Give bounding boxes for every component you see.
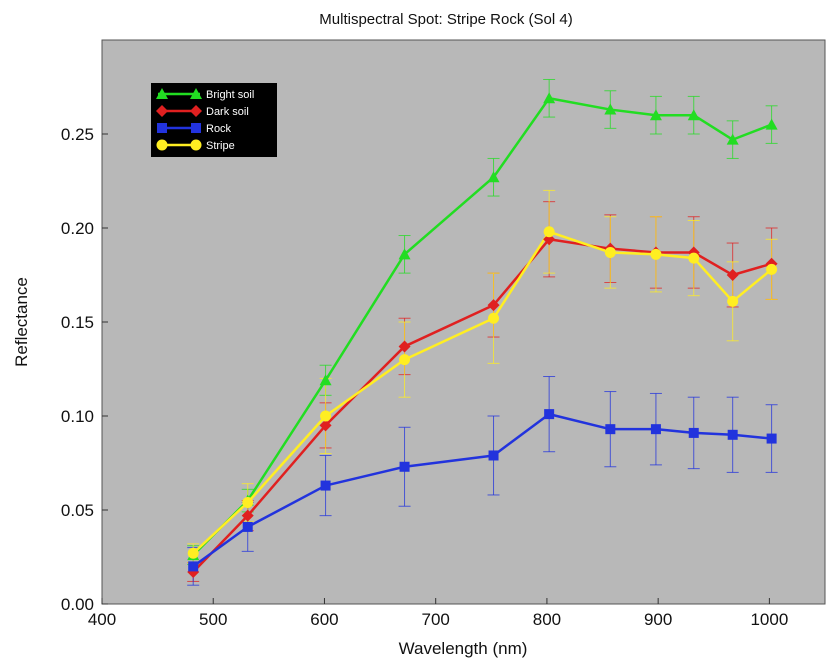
x-axis-label: Wavelength (nm) bbox=[399, 639, 528, 658]
bright-soil-point bbox=[765, 118, 778, 130]
y-tick-label: 0.00 bbox=[61, 595, 94, 614]
legend-marker-rock bbox=[157, 123, 167, 133]
dark-soil-point bbox=[319, 419, 332, 432]
y-tick-label: 0.15 bbox=[61, 313, 94, 332]
legend-marker-dark-soil bbox=[190, 105, 202, 117]
x-tick-label: 800 bbox=[533, 610, 561, 629]
legend-marker-stripe bbox=[190, 139, 202, 151]
legend-marker-stripe bbox=[156, 139, 168, 151]
x-tick-label: 1000 bbox=[750, 610, 788, 629]
dark-soil-point bbox=[398, 340, 411, 353]
stripe-point bbox=[604, 246, 616, 258]
bright-soil-point bbox=[726, 133, 739, 145]
legend-label-stripe: Stripe bbox=[206, 140, 235, 152]
rock-point bbox=[188, 561, 199, 572]
y-tick-label: 0.20 bbox=[61, 219, 94, 238]
legend-marker-bright-soil bbox=[156, 88, 168, 99]
legend-label-rock: Rock bbox=[206, 123, 232, 135]
stripe-point bbox=[187, 547, 199, 559]
dark-soil-point bbox=[241, 509, 254, 522]
chart-title: Multispectral Spot: Stripe Rock (Sol 4) bbox=[319, 11, 572, 28]
bright-soil-point bbox=[398, 248, 411, 260]
bright-soil-point bbox=[604, 103, 617, 115]
rock-point bbox=[650, 424, 661, 435]
rock-point bbox=[605, 424, 616, 435]
axes: 400 500 600 700 800 900 1000 0.00 0.05 0.10 0.15 0.… bbox=[61, 125, 788, 629]
rock-point bbox=[544, 409, 555, 420]
legend-marker-dark-soil bbox=[156, 105, 168, 117]
legend-marker-bright-soil bbox=[190, 88, 202, 99]
x-tick-label: 600 bbox=[310, 610, 338, 629]
dark-soil-point bbox=[487, 299, 500, 312]
x-tick-label: 500 bbox=[199, 610, 227, 629]
legend: Bright soil Dark soil Rock Stripe bbox=[151, 83, 277, 157]
bright-soil-point bbox=[649, 109, 662, 121]
stripe-point bbox=[543, 226, 555, 238]
rock-point bbox=[399, 461, 410, 472]
stripe-point bbox=[688, 252, 700, 264]
rock-point bbox=[320, 480, 331, 491]
x-tick-label: 900 bbox=[644, 610, 672, 629]
y-axis-label: Reflectance bbox=[12, 277, 31, 367]
rock-point bbox=[242, 521, 253, 532]
rock-point bbox=[688, 427, 699, 438]
series-markers bbox=[187, 92, 778, 579]
bright-soil-point bbox=[319, 374, 332, 386]
stripe-point bbox=[320, 410, 332, 422]
stripe-point bbox=[650, 248, 662, 260]
bright-soil-point bbox=[543, 92, 556, 104]
rock-point bbox=[727, 429, 738, 440]
y-tick-label: 0.10 bbox=[61, 407, 94, 426]
bright-soil-point bbox=[487, 171, 500, 183]
legend-label-dark-soil: Dark soil bbox=[206, 106, 249, 118]
stripe-point bbox=[488, 312, 500, 324]
stripe-point bbox=[727, 295, 739, 307]
bright-soil-point bbox=[687, 109, 700, 121]
legend-label-bright-soil: Bright soil bbox=[206, 89, 254, 101]
x-tick-label: 700 bbox=[422, 610, 450, 629]
legend-marker-rock bbox=[191, 123, 201, 133]
stripe-point bbox=[766, 263, 778, 275]
stripe-point bbox=[242, 496, 254, 508]
y-tick-label: 0.05 bbox=[61, 501, 94, 520]
dark-soil-point bbox=[726, 269, 739, 281]
rock-point bbox=[488, 450, 499, 461]
stripe-point bbox=[399, 354, 411, 366]
x-tick-label: 400 bbox=[88, 610, 116, 629]
rock-point bbox=[766, 433, 777, 444]
y-tick-label: 0.25 bbox=[61, 125, 94, 144]
